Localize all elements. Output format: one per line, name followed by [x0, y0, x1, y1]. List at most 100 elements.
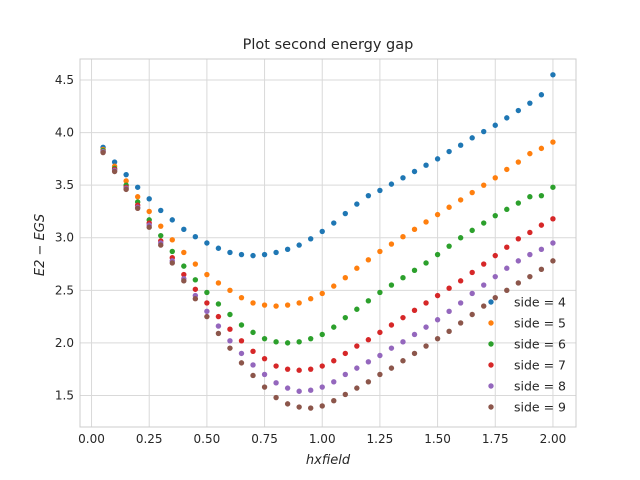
data-point	[469, 135, 475, 141]
data-point	[215, 280, 222, 286]
legend-marker	[488, 320, 494, 326]
data-point	[250, 300, 256, 306]
x-tick-label: 1.75	[482, 432, 509, 446]
data-point	[538, 192, 545, 199]
data-point	[192, 286, 199, 292]
data-point	[457, 320, 464, 326]
data-point	[377, 352, 383, 359]
data-point	[284, 340, 291, 346]
x-axis-label: hxfield	[306, 453, 351, 468]
data-point	[111, 159, 118, 165]
data-point	[377, 248, 383, 255]
data-point	[446, 308, 452, 315]
data-point	[273, 394, 279, 401]
data-point	[388, 365, 395, 371]
data-point	[204, 271, 210, 278]
legend-marker	[488, 299, 494, 305]
chart-title: Plot second energy gap	[243, 37, 414, 53]
data-point	[388, 241, 395, 247]
data-point	[434, 251, 441, 258]
data-point	[354, 306, 360, 312]
data-point	[515, 200, 522, 206]
data-point	[296, 242, 302, 248]
y-tick-label: 4.5	[55, 73, 74, 87]
data-point	[388, 322, 395, 328]
data-point	[515, 280, 522, 286]
tick-labels: 0.00 0.25 0.50 0.75 1.00 1.25 1.50 1.75 2.00 1.5 2…	[55, 73, 566, 446]
data-point	[181, 278, 187, 284]
data-point	[307, 335, 314, 342]
data-point	[550, 258, 556, 264]
data-point	[492, 212, 498, 219]
legend-label: side = 9	[514, 400, 566, 415]
data-point	[400, 233, 406, 240]
data-point	[354, 385, 360, 391]
series-points	[100, 149, 556, 411]
data-point	[238, 251, 245, 258]
data-point	[411, 226, 418, 233]
data-point	[469, 189, 475, 196]
data-point	[261, 335, 268, 342]
data-point	[250, 362, 256, 368]
data-point	[342, 371, 349, 378]
data-point	[527, 194, 533, 200]
data-point	[550, 139, 556, 145]
legend-marker	[488, 341, 494, 347]
data-point	[307, 296, 314, 302]
data-point	[538, 246, 545, 253]
x-tick-label: 1.00	[309, 432, 336, 446]
data-point	[446, 328, 452, 335]
data-point	[446, 204, 452, 210]
data-point	[100, 149, 106, 156]
data-point	[400, 339, 406, 345]
data-point	[134, 205, 141, 212]
data-point	[400, 175, 406, 181]
data-point	[238, 360, 245, 366]
data-point	[342, 274, 349, 281]
data-point	[365, 257, 372, 263]
data-point	[550, 184, 556, 190]
data-point	[377, 329, 383, 336]
y-tick-label: 4.0	[55, 126, 74, 140]
data-point	[238, 294, 245, 301]
data-point	[538, 92, 545, 98]
data-point	[354, 365, 360, 371]
data-point	[273, 339, 279, 345]
data-point	[261, 384, 268, 390]
data-point	[158, 242, 164, 248]
data-point	[215, 301, 222, 307]
data-point	[411, 331, 418, 338]
data-point	[469, 269, 475, 276]
series-points	[100, 139, 556, 309]
data-point	[515, 159, 522, 165]
data-point	[227, 287, 233, 294]
data-point	[457, 197, 464, 203]
data-point	[469, 290, 475, 297]
data-point	[434, 317, 441, 323]
data-point	[192, 233, 199, 240]
data-point	[273, 363, 279, 369]
data-point	[134, 194, 141, 200]
data-point	[457, 300, 464, 306]
data-point	[273, 303, 279, 309]
data-point	[504, 244, 510, 250]
data-point	[481, 303, 487, 309]
legend-label: side = 6	[514, 337, 566, 352]
data-point	[261, 355, 268, 362]
data-point	[331, 398, 337, 404]
data-point	[550, 240, 556, 246]
data-point	[192, 296, 199, 302]
data-points	[100, 72, 556, 411]
data-point	[434, 335, 441, 342]
data-point	[146, 224, 152, 230]
data-point	[227, 345, 233, 351]
data-point	[181, 263, 187, 269]
data-point	[515, 107, 522, 114]
x-tick-label: 0.50	[194, 432, 221, 446]
data-point	[192, 277, 199, 283]
legend-label: side = 5	[514, 316, 566, 331]
x-tick-label: 0.75	[251, 432, 278, 446]
data-point	[515, 258, 522, 264]
data-point	[296, 367, 302, 373]
data-point	[134, 184, 141, 190]
